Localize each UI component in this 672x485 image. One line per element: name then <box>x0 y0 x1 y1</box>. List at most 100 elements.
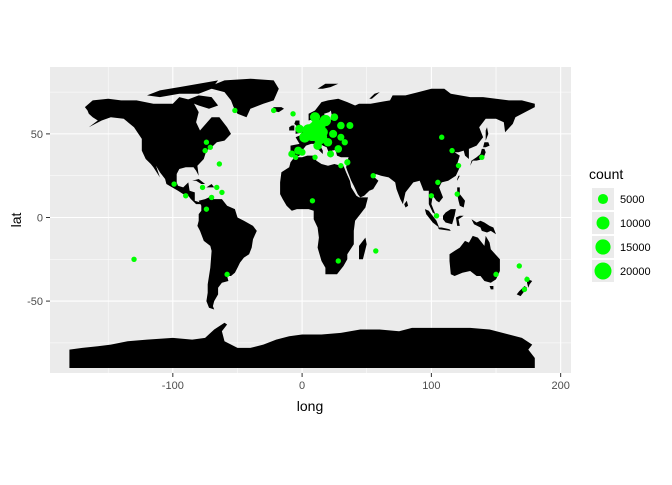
x-tick-label: 200 <box>551 380 569 392</box>
data-point <box>370 172 376 179</box>
data-point <box>312 154 318 160</box>
legend-key-label: 10000 <box>620 218 651 230</box>
data-point <box>449 147 455 154</box>
data-point <box>295 124 304 134</box>
land-arabia-iran-fill <box>347 155 389 178</box>
data-point <box>290 111 296 117</box>
data-point <box>171 181 177 187</box>
land-japan <box>470 148 486 166</box>
data-point <box>203 206 210 212</box>
data-point <box>208 194 215 201</box>
data-point <box>202 147 208 154</box>
data-point <box>493 271 499 278</box>
data-point <box>341 139 348 146</box>
data-point <box>337 121 345 130</box>
y-tick-label: 0 <box>37 212 43 224</box>
land-sri-lanka <box>404 200 409 208</box>
major-gridlines <box>50 67 571 373</box>
legend-key-symbol <box>595 239 611 255</box>
data-point <box>214 184 220 191</box>
x-tick-label: 0 <box>299 380 305 392</box>
legend-key-label: 5000 <box>620 194 644 206</box>
data-point <box>428 193 435 199</box>
data-point <box>330 113 339 121</box>
y-tick-label: -50 <box>27 296 43 308</box>
land-antarctica <box>69 322 535 368</box>
legend-key-label: 15000 <box>620 242 651 254</box>
data-point <box>232 107 238 114</box>
y-axis-ticks: -50 0 50 <box>27 129 50 308</box>
x-tick-label: -100 <box>162 380 184 392</box>
land-hispaniola <box>206 184 215 188</box>
data-point <box>335 258 341 264</box>
legend-title: count <box>589 166 623 182</box>
data-point <box>306 122 324 140</box>
data-point <box>216 161 223 167</box>
data-point <box>524 276 530 283</box>
land-australia <box>449 235 500 283</box>
data-point <box>131 256 137 262</box>
land-eurasia <box>290 88 535 215</box>
data-point <box>334 145 343 153</box>
data-point <box>329 129 338 138</box>
y-tick-label: 50 <box>31 129 43 141</box>
data-point <box>219 189 225 196</box>
land-java <box>437 227 451 231</box>
land-greenland <box>207 78 279 118</box>
data-point <box>288 150 296 158</box>
data-point <box>338 162 344 169</box>
data-point <box>454 191 460 197</box>
y-axis-label: lat <box>8 213 24 228</box>
data-point <box>373 248 379 254</box>
data-point <box>479 154 485 160</box>
land-sakhalin <box>485 127 489 141</box>
land-svalbard <box>317 83 339 89</box>
data-point <box>294 146 303 155</box>
data-point <box>521 286 528 293</box>
x-axis-label: long <box>297 398 323 414</box>
land-taiwan <box>457 175 460 181</box>
legend-key-label: 20000 <box>620 266 651 278</box>
land-madagascar <box>359 237 367 260</box>
land-cuba <box>192 179 206 184</box>
legend-key-symbol <box>596 216 610 230</box>
land-tasmania <box>489 286 494 290</box>
legend-key-symbol <box>594 262 612 280</box>
data-point <box>203 139 210 145</box>
land-sulawesi <box>455 215 464 226</box>
land-ireland <box>289 125 295 131</box>
data-point <box>439 134 445 140</box>
data-point <box>346 122 354 130</box>
data-point <box>207 144 213 150</box>
data-point <box>516 263 522 269</box>
data-point <box>337 133 345 141</box>
land-new-guinea <box>471 219 496 235</box>
land-novaya-zemlya <box>369 88 390 99</box>
land-africa <box>280 155 368 275</box>
data-point <box>455 162 462 169</box>
data-point <box>435 179 441 186</box>
land-north-america <box>84 97 232 205</box>
data-point <box>183 193 189 199</box>
land-baffin-island <box>185 95 219 109</box>
land-sumatra <box>424 209 440 228</box>
legend: count 5000 10000 15000 20000 <box>589 166 651 282</box>
data-point <box>224 271 230 278</box>
data-point <box>270 107 277 114</box>
data-point <box>433 213 440 219</box>
world-landmass <box>69 78 535 368</box>
data-point <box>309 198 316 204</box>
x-axis-ticks: -100 0 100 200 <box>162 373 570 392</box>
land-hokkaido <box>483 142 490 148</box>
data-point <box>327 150 335 158</box>
data-points <box>131 107 530 293</box>
land-arctic-islands <box>147 80 219 98</box>
land-borneo <box>443 209 456 225</box>
legend-key-symbol <box>597 193 609 205</box>
data-point <box>344 159 351 166</box>
land-south-america <box>197 197 257 310</box>
x-tick-label: 100 <box>422 380 440 392</box>
data-point <box>199 184 206 191</box>
